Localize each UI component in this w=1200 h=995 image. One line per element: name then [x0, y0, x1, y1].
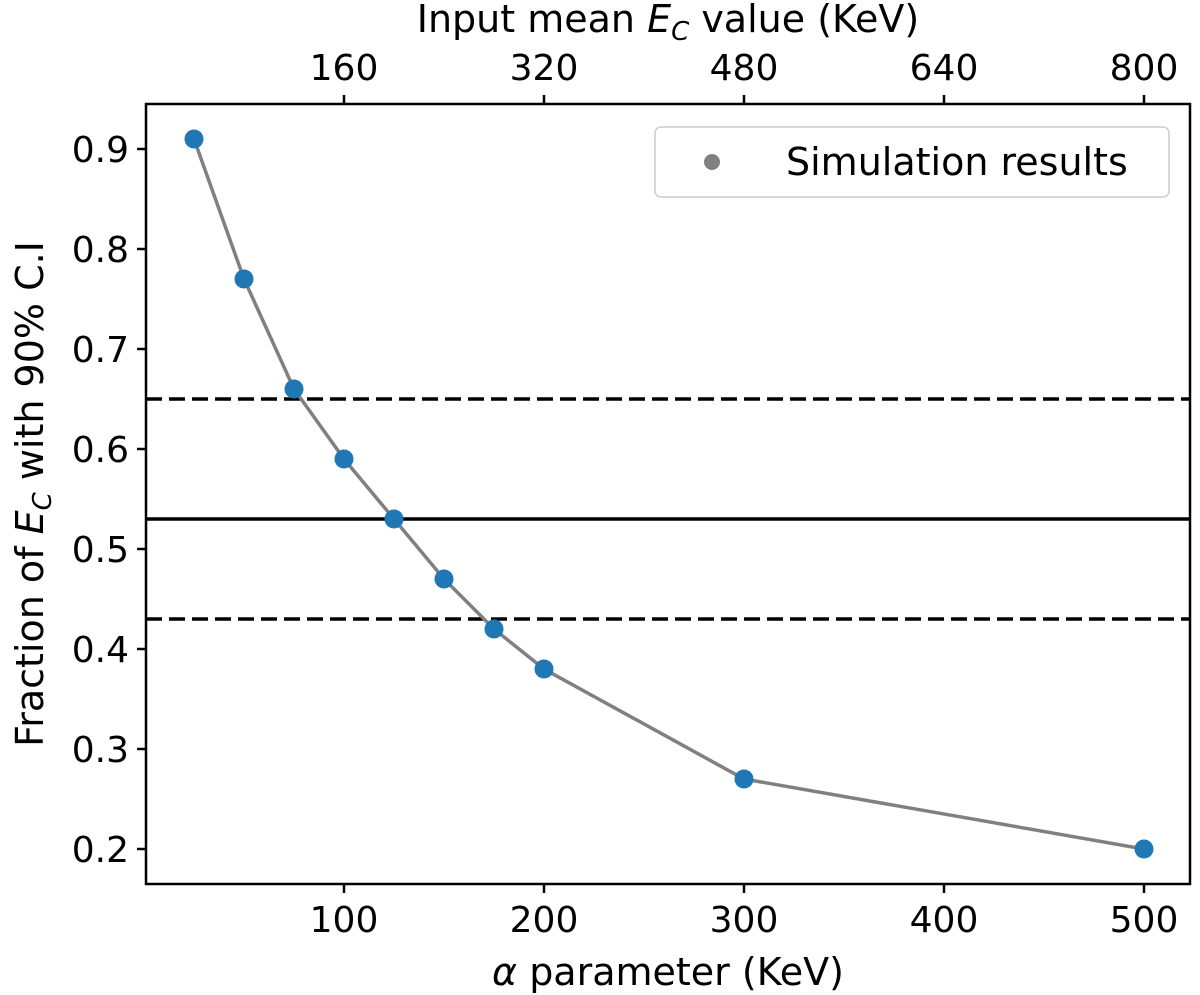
tick-layer: 100 200 300 400 500 160 320 480 640 800 0.2 0.3 0.4 0… [72, 48, 1179, 941]
reference-lines [146, 397, 1190, 621]
legend-marker [704, 154, 720, 170]
legend-label: Simulation results [786, 140, 1128, 184]
x-tick-label: 400 [910, 900, 979, 941]
data-point [184, 129, 204, 149]
top-x-axis-label: Input mean EC value (KeV) [417, 0, 920, 47]
top-x-tick-label: 640 [910, 48, 979, 89]
y-tick-label: 0.4 [72, 630, 129, 671]
top-x-tick-label: 160 [310, 48, 379, 89]
y-axis-label: Fraction of EC with 90% C.I [8, 241, 58, 747]
data-point [234, 269, 254, 289]
y-tick-label: 0.5 [72, 530, 129, 571]
data-point [1134, 839, 1154, 859]
x-axis-label: α parameter (KeV) [492, 950, 844, 994]
data-point [334, 449, 354, 469]
y-tick-label: 0.3 [72, 730, 129, 771]
data-point [534, 659, 554, 679]
x-tick-label: 300 [710, 900, 779, 941]
x-tick-label: 100 [310, 900, 379, 941]
y-tick-label: 0.9 [72, 130, 129, 171]
top-x-tick-label: 800 [1110, 48, 1179, 89]
y-tick-label: 0.6 [72, 430, 129, 471]
y-tick-label: 0.8 [72, 230, 129, 271]
data-point [284, 379, 304, 399]
top-x-tick-label: 480 [710, 48, 779, 89]
data-point [384, 509, 404, 529]
x-tick-label: 500 [1110, 900, 1179, 941]
data-point [484, 619, 504, 639]
data-point [434, 569, 454, 589]
top-x-tick-label: 320 [510, 48, 579, 89]
y-tick-label: 0.7 [72, 330, 129, 371]
series-line [192, 138, 1145, 851]
plot-frame [144, 102, 1192, 886]
x-tick-label: 200 [510, 900, 579, 941]
y-tick-label: 0.2 [72, 830, 129, 871]
series-layer [184, 129, 1154, 859]
data-point [734, 769, 754, 789]
legend-box [654, 126, 1170, 198]
legend: Simulation results [654, 126, 1170, 198]
